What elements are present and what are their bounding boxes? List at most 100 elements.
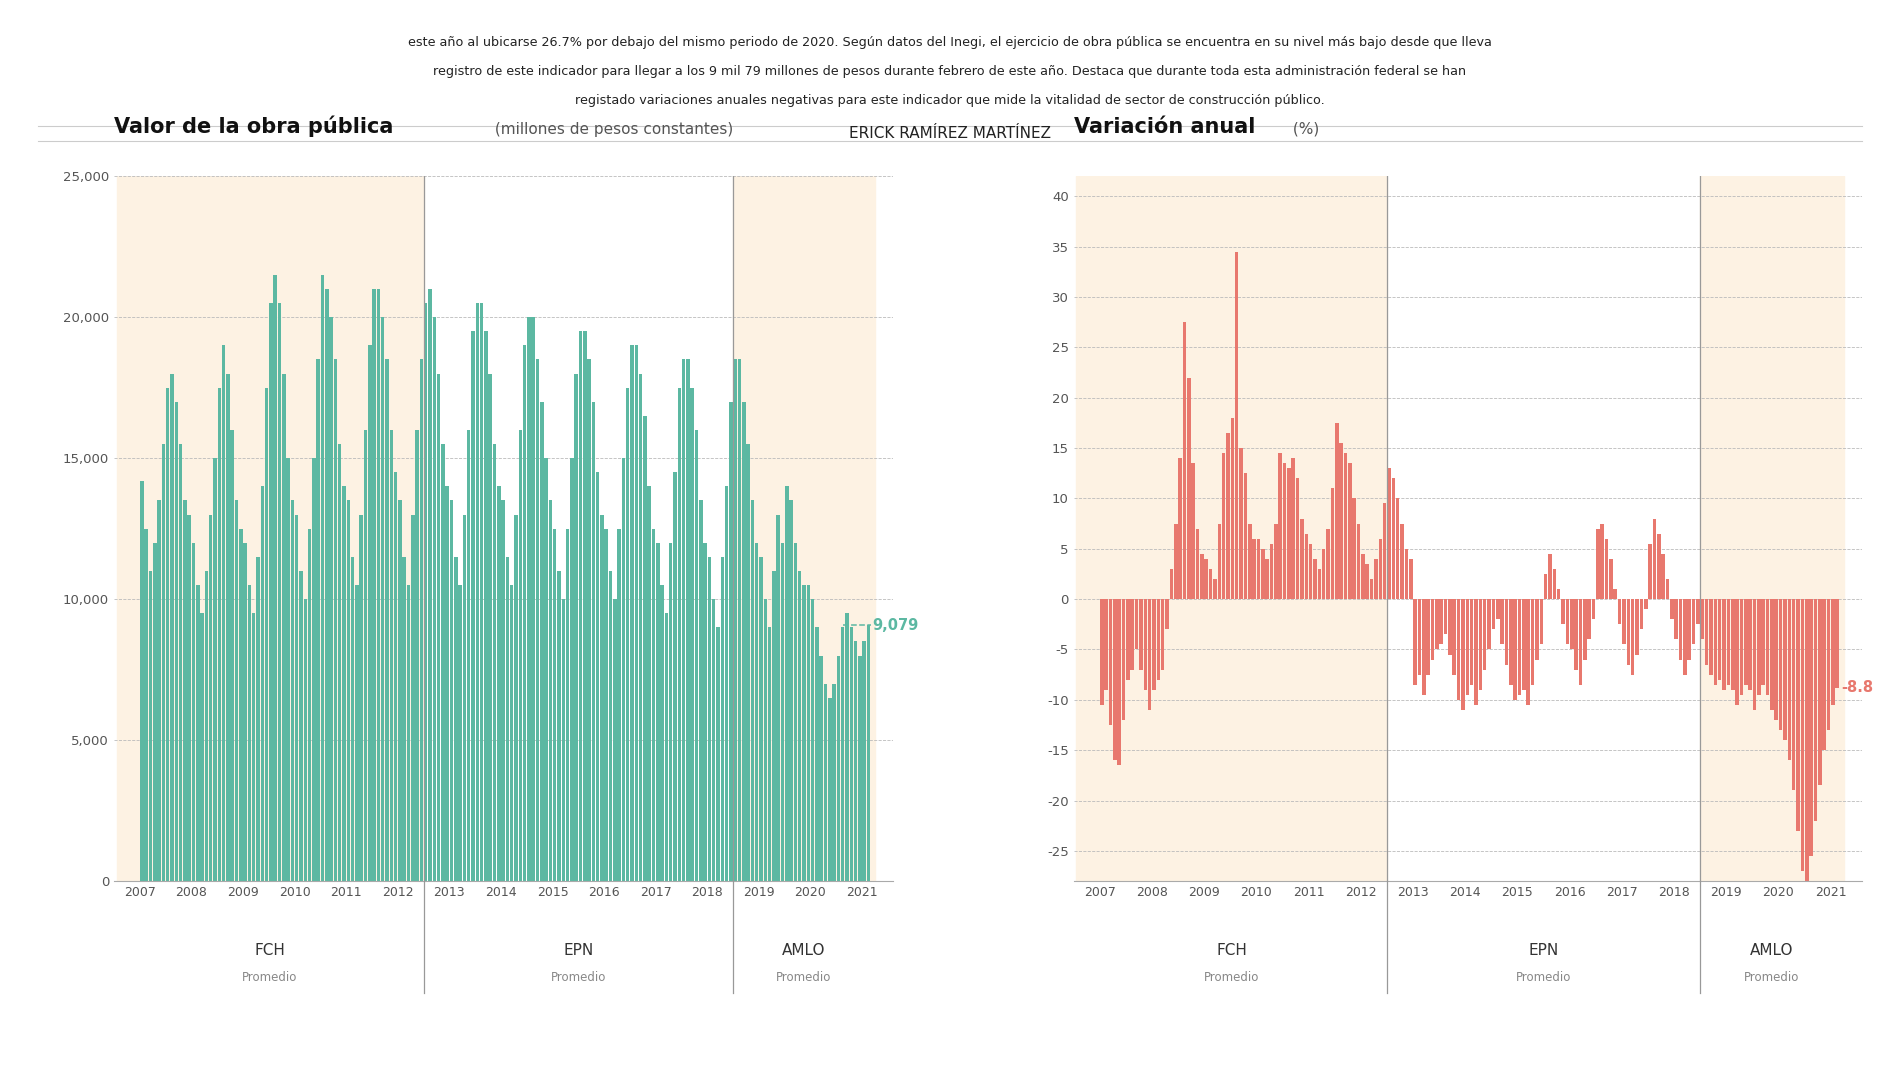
- Bar: [1127, 599, 1130, 679]
- Bar: [1792, 599, 1795, 790]
- Bar: [1182, 323, 1186, 599]
- Text: Valor de la obra pública: Valor de la obra pública: [114, 115, 393, 137]
- Bar: [1714, 599, 1718, 685]
- Bar: [308, 529, 312, 881]
- Bar: [376, 289, 380, 881]
- Bar: [334, 360, 336, 881]
- Bar: [403, 556, 407, 881]
- Bar: [771, 571, 775, 881]
- Bar: [454, 556, 458, 881]
- Bar: [665, 613, 669, 881]
- Bar: [171, 374, 173, 881]
- Bar: [502, 501, 505, 881]
- Bar: [543, 458, 547, 881]
- Bar: [218, 388, 220, 881]
- Bar: [277, 303, 281, 881]
- Bar: [635, 345, 638, 881]
- Bar: [1548, 554, 1552, 599]
- Bar: [380, 317, 384, 881]
- Bar: [239, 529, 243, 881]
- Bar: [1492, 599, 1495, 629]
- Bar: [1410, 559, 1412, 599]
- Text: registro de este indicador para llegar a los 9 mil 79 millones de pesos durante : registro de este indicador para llegar a…: [433, 65, 1467, 78]
- Bar: [1248, 523, 1252, 599]
- Bar: [1518, 599, 1522, 695]
- Bar: [1427, 599, 1431, 675]
- Bar: [154, 543, 156, 881]
- Bar: [699, 501, 703, 881]
- Bar: [1509, 599, 1512, 685]
- Bar: [200, 613, 203, 881]
- Bar: [754, 543, 758, 881]
- Bar: [1461, 599, 1465, 710]
- Bar: [811, 599, 815, 881]
- Bar: [557, 571, 560, 881]
- Bar: [587, 360, 591, 881]
- Bar: [720, 556, 724, 881]
- Bar: [1370, 579, 1374, 599]
- Bar: [618, 529, 621, 881]
- Bar: [312, 458, 315, 881]
- Bar: [475, 303, 479, 881]
- Bar: [209, 515, 213, 881]
- Bar: [505, 556, 509, 881]
- Bar: [1474, 599, 1478, 705]
- Text: (%): (%): [1288, 122, 1319, 137]
- Bar: [1170, 569, 1172, 599]
- Text: Promedio: Promedio: [243, 971, 298, 984]
- Text: Promedio: Promedio: [777, 971, 832, 984]
- Bar: [532, 317, 536, 881]
- Bar: [853, 642, 857, 881]
- Bar: [393, 472, 397, 881]
- Bar: [270, 303, 274, 881]
- Bar: [832, 684, 836, 881]
- Bar: [1134, 599, 1138, 649]
- Bar: [1300, 519, 1303, 599]
- Bar: [1252, 538, 1256, 599]
- Bar: [768, 627, 771, 881]
- Bar: [1244, 473, 1246, 599]
- Bar: [304, 599, 308, 881]
- Bar: [256, 556, 260, 881]
- Bar: [300, 571, 302, 881]
- Bar: [604, 529, 608, 881]
- Bar: [1562, 599, 1566, 625]
- Bar: [450, 501, 454, 881]
- Bar: [1569, 599, 1573, 649]
- Bar: [1626, 599, 1630, 664]
- Bar: [236, 501, 238, 881]
- Bar: [648, 486, 652, 881]
- Bar: [1144, 599, 1148, 690]
- Bar: [420, 360, 424, 881]
- Bar: [733, 360, 737, 881]
- Text: AMLO: AMLO: [783, 943, 826, 958]
- Bar: [1195, 529, 1199, 599]
- Bar: [1700, 599, 1704, 640]
- Bar: [1657, 534, 1661, 599]
- Bar: [825, 684, 826, 881]
- Bar: [580, 331, 581, 881]
- Bar: [540, 402, 543, 881]
- Bar: [1400, 523, 1404, 599]
- Bar: [1212, 579, 1216, 599]
- Bar: [750, 501, 754, 881]
- Bar: [1495, 599, 1499, 619]
- Bar: [1748, 599, 1752, 690]
- Bar: [1151, 599, 1155, 690]
- Bar: [484, 331, 488, 881]
- Bar: [175, 402, 179, 881]
- Bar: [509, 585, 513, 881]
- Bar: [1661, 554, 1664, 599]
- Bar: [733, 176, 874, 881]
- Bar: [192, 543, 196, 881]
- Bar: [1309, 544, 1313, 599]
- Bar: [1704, 599, 1708, 664]
- Bar: [631, 345, 635, 881]
- Bar: [1296, 478, 1300, 599]
- Text: Promedio: Promedio: [1205, 971, 1260, 984]
- Bar: [1796, 599, 1799, 831]
- Bar: [141, 481, 144, 881]
- Bar: [1556, 590, 1560, 599]
- Bar: [338, 444, 342, 881]
- Bar: [842, 627, 844, 881]
